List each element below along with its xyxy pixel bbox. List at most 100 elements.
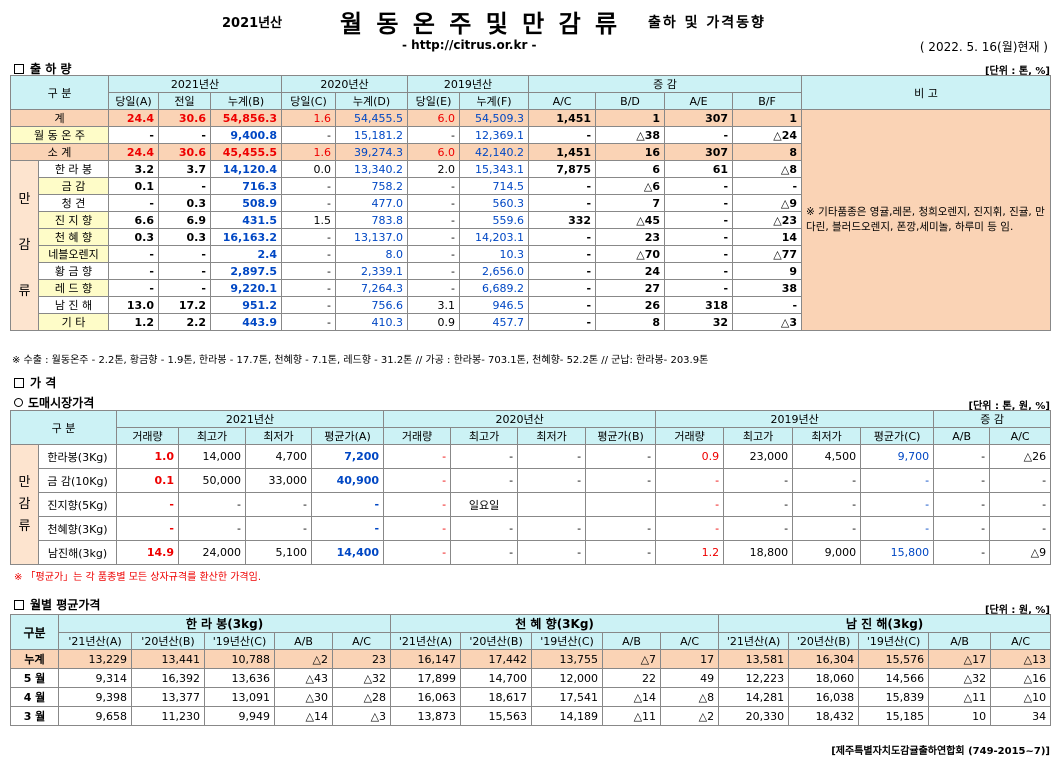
checkbox-square-icon — [14, 63, 24, 74]
th-gubun: 구분 — [10, 614, 59, 650]
table-cell: - — [585, 540, 657, 565]
table-cell: 15,181.2 — [334, 126, 409, 144]
table-cell: △28 — [331, 687, 392, 707]
table-cell: 1.6 — [281, 143, 336, 161]
checkbox-square-icon — [14, 377, 24, 388]
table-cell: 17.2 — [158, 296, 211, 314]
table-cell: 18,060 — [788, 668, 860, 688]
table-cell: 307 — [664, 109, 734, 127]
col-header: '20년산(B) — [460, 632, 533, 650]
table-cell: 714.5 — [459, 177, 530, 195]
table-cell: - — [383, 516, 452, 541]
table-cell: - — [732, 177, 803, 195]
th-2019: 2019년산 — [407, 75, 530, 93]
col-header: 최저가 — [245, 427, 312, 445]
table-cell: 20,330 — [718, 706, 790, 726]
table-cell: 12,369.1 — [459, 126, 530, 144]
table-cell: 3.7 — [158, 160, 211, 178]
table-cell: 14,000 — [178, 444, 246, 469]
table-cell: 14.9 — [116, 540, 179, 565]
table-cell: 16,304 — [788, 649, 860, 669]
table-cell: 2.4 — [210, 245, 282, 263]
table-cell: △32 — [928, 668, 992, 688]
row-label: 5 월 — [10, 668, 59, 688]
table-cell: - — [933, 540, 991, 565]
table-cell: - — [178, 516, 246, 541]
table-cell: - — [407, 228, 461, 246]
table-cell: 13,636 — [204, 668, 275, 688]
th-group-cheonhyehyang: 천 혜 향(3Kg) — [390, 614, 720, 633]
table-cell: 7,264.3 — [334, 279, 409, 297]
table-cell: △77 — [732, 245, 803, 263]
table-cell: 783.8 — [334, 211, 409, 229]
table-cell — [585, 492, 657, 517]
table-cell: 24,000 — [178, 540, 246, 565]
table-cell: 9,700 — [860, 444, 935, 469]
side-label-char: 류 — [18, 518, 31, 534]
table-cell: 7,875 — [528, 160, 597, 178]
table-cell: 758.2 — [334, 177, 409, 195]
table-cell: 61 — [664, 160, 734, 178]
table-cell: 13.0 — [108, 296, 159, 314]
table-cell: △14 — [602, 687, 662, 707]
table-cell: - — [383, 540, 452, 565]
table-row: 5 월 9,314 16,392 13,636 △43 △32 17,899 14,700 12… — [10, 668, 1052, 688]
row-label: 누계 — [10, 649, 59, 669]
table-cell: - — [108, 245, 159, 263]
col-header: 당일(E) — [407, 92, 461, 110]
table-cell: - — [281, 313, 336, 331]
table-cell: 9,658 — [58, 706, 132, 726]
table-cell: 431.5 — [210, 211, 282, 229]
table-cell: 23 — [595, 228, 666, 246]
table-cell: 17,899 — [390, 668, 462, 688]
th-gubun: 구 분 — [10, 75, 109, 110]
table-cell: 34 — [990, 706, 1052, 726]
col-header: A/B — [274, 632, 333, 650]
table-cell: 307 — [664, 143, 734, 161]
table-cell: 1 — [595, 109, 666, 127]
table-cell: 2,339.1 — [334, 262, 409, 280]
table-cell: 2,656.0 — [459, 262, 530, 280]
table-cell: 16,147 — [390, 649, 462, 669]
table-cell: 1.0 — [116, 444, 179, 469]
table-cell: △30 — [274, 687, 333, 707]
table-cell: - — [450, 444, 519, 469]
table-cell: 443.9 — [210, 313, 282, 331]
row-label: 네블오렌지 — [38, 245, 109, 263]
table-cell: 15,839 — [858, 687, 930, 707]
table-cell: - — [407, 194, 461, 212]
table-cell: - — [792, 516, 862, 541]
col-header: 최고가 — [723, 427, 794, 445]
table-cell: 3.2 — [108, 160, 159, 178]
table-cell: △11 — [928, 687, 992, 707]
table-cell: - — [281, 194, 336, 212]
table-cell: - — [723, 468, 794, 493]
th-group-namjinhae: 남 진 해(3kg) — [718, 614, 1052, 633]
col-header: 누계(B) — [210, 92, 282, 110]
col-header: 전일 — [158, 92, 211, 110]
table-cell: - — [158, 279, 211, 297]
table-cell: - — [281, 126, 336, 144]
col-header: A/B — [602, 632, 662, 650]
table-cell: - — [528, 228, 597, 246]
table-cell: - — [281, 245, 336, 263]
table-cell: - — [933, 444, 991, 469]
col-header: A/B — [933, 427, 991, 445]
table-cell: - — [664, 245, 734, 263]
table-cell: 33,000 — [245, 468, 312, 493]
table-cell: 9,398 — [58, 687, 132, 707]
col-header: A/C — [990, 632, 1052, 650]
table-cell: 38 — [732, 279, 803, 297]
monthly-unit: [단위 : 원, %] — [984, 605, 1050, 616]
site-url[interactable]: - http://citrus.or.kr - — [402, 38, 537, 52]
table-cell: 1.2 — [655, 540, 725, 565]
table-cell: - — [664, 177, 734, 195]
table-cell: - — [989, 492, 1052, 517]
table-cell: - — [664, 194, 734, 212]
table-cell: 13,755 — [531, 649, 604, 669]
table-cell: - — [732, 296, 803, 314]
row-label: 금 감 — [38, 177, 109, 195]
table-cell: - — [989, 468, 1052, 493]
table-cell: 9,949 — [204, 706, 275, 726]
